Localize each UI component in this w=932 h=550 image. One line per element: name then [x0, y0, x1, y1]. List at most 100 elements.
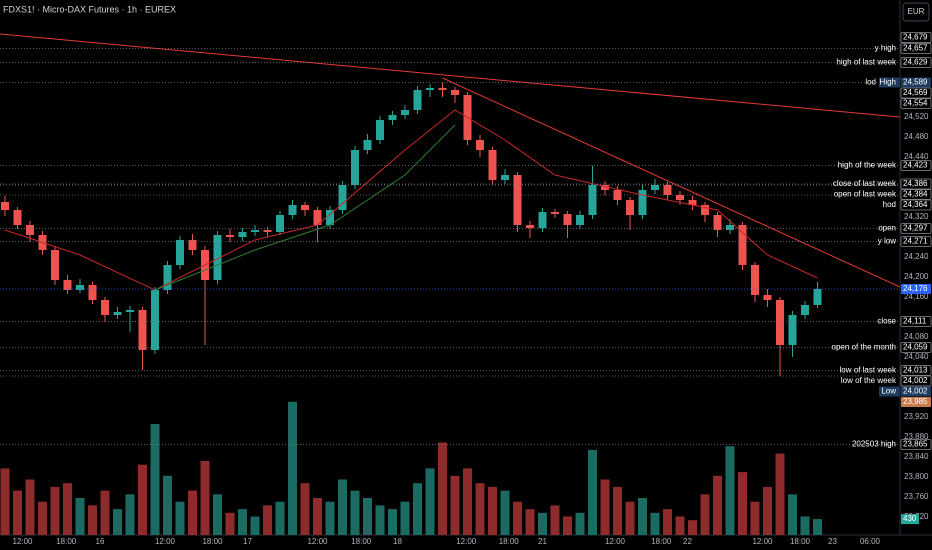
volume-bar	[175, 501, 185, 535]
x-tick-label: 12:00	[155, 537, 176, 546]
volume-bar	[163, 475, 172, 535]
level-name: 202503 high	[852, 440, 896, 449]
candle-body	[251, 230, 259, 232]
volume-bar	[475, 483, 485, 535]
indicator-line	[0, 33, 901, 118]
level-name: hod	[883, 200, 896, 209]
volume-bar	[75, 498, 85, 535]
price-tag	[900, 316, 932, 327]
volume-bar	[338, 479, 347, 535]
y-tick-label: 24,080	[904, 332, 929, 341]
candle-body	[751, 265, 759, 295]
volume-bar	[788, 494, 797, 535]
price-tags: 24,679 24,657 y high 24,629 high of last wee…	[832, 32, 932, 525]
volume-bar	[125, 494, 135, 535]
price-tag-label: 24,013	[903, 366, 928, 375]
price-tag-label: 24,423	[903, 161, 928, 170]
candle-body	[151, 290, 159, 350]
volume-bar	[525, 509, 535, 535]
y-tick-label: 24,440	[904, 152, 929, 161]
candle-body	[88, 285, 97, 300]
candle-body	[563, 214, 572, 225]
candle-body	[1, 202, 9, 210]
candle-body	[813, 289, 822, 305]
y-tick-label: 24,480	[904, 132, 929, 141]
indicator-line	[442, 77, 901, 288]
level-name: open of last week	[834, 190, 897, 199]
candle-body	[688, 200, 697, 205]
currency-button[interactable]	[902, 2, 930, 22]
level-name: close	[877, 317, 896, 326]
candle-body	[351, 150, 359, 185]
candle-body	[176, 240, 184, 265]
y-tick-label: 24,040	[904, 352, 929, 361]
price-tag	[901, 284, 931, 294]
x-tick-label: 18:00	[202, 537, 223, 546]
level-name: high of the week	[838, 161, 897, 170]
volume-bar	[775, 453, 785, 535]
x-tick-label: 12:00	[752, 537, 773, 546]
volume-bar	[613, 486, 622, 535]
volume-bar	[488, 486, 497, 535]
volume-bar	[288, 401, 297, 535]
candle-body	[726, 225, 734, 230]
candle-body	[413, 90, 422, 110]
indicator-line	[154, 124, 456, 291]
volume-bar	[138, 464, 147, 535]
volume-bar	[425, 468, 435, 535]
level-name: close of last week	[833, 179, 897, 188]
candle-body	[238, 232, 247, 237]
candle-body	[63, 280, 72, 290]
volume-bar	[638, 498, 647, 535]
volume-bar	[688, 520, 697, 535]
candle-body	[551, 212, 559, 214]
price-tag-label: 23,865	[903, 440, 928, 449]
candle-body	[713, 215, 722, 230]
volume-bar	[38, 501, 47, 535]
volume-bar	[25, 479, 35, 535]
candle-body	[363, 140, 372, 150]
volume-bar	[63, 483, 72, 535]
volume-bar	[563, 516, 572, 535]
price-tag-label: 23,985	[903, 397, 928, 406]
candle-body	[126, 310, 134, 312]
volume-bar	[800, 516, 810, 535]
x-tick-label: 22	[683, 537, 692, 546]
volume-bar	[113, 509, 122, 535]
price-tag	[900, 189, 932, 200]
price-tag	[900, 223, 932, 234]
volume-bar	[663, 509, 672, 535]
price-tag-label: 24,657	[903, 44, 928, 53]
price-tag-label: 24,364	[903, 200, 928, 209]
candle-body	[738, 225, 747, 265]
candle-body	[776, 300, 784, 345]
y-tick-label: 23,880	[904, 432, 929, 441]
volume-bar	[750, 501, 760, 535]
candle-body	[526, 225, 534, 228]
x-tick-label: 06:00	[860, 537, 881, 546]
price-tag-label: 24,554	[903, 99, 928, 108]
y-tick-label: 24,160	[904, 292, 929, 301]
axes: 12:00 18:00 16 12:00 18:00 17 12:00 18:00 18 12:0…	[12, 112, 929, 546]
volume-bar	[225, 512, 235, 535]
x-tick-label: 12:00	[307, 537, 328, 546]
currency[interactable]: EUR	[908, 7, 925, 16]
candle-body	[263, 230, 272, 232]
volume-bar	[463, 468, 472, 535]
candle-body	[663, 185, 672, 195]
level-name: lod	[865, 78, 876, 87]
level-name: y low	[878, 237, 896, 246]
candle-body	[801, 305, 809, 315]
price-tag-label: 24,176	[903, 284, 928, 293]
volume-bar	[550, 505, 560, 535]
volume-bar	[450, 475, 460, 535]
x-tick-label: 12:00	[456, 537, 477, 546]
price-tag	[900, 439, 932, 450]
x-tick-label: 18:00	[790, 537, 811, 546]
price-tag	[900, 57, 932, 68]
volume-bar	[275, 501, 285, 535]
volume-bar	[600, 479, 610, 535]
candle-body	[451, 90, 459, 95]
volume-bar	[238, 509, 247, 535]
